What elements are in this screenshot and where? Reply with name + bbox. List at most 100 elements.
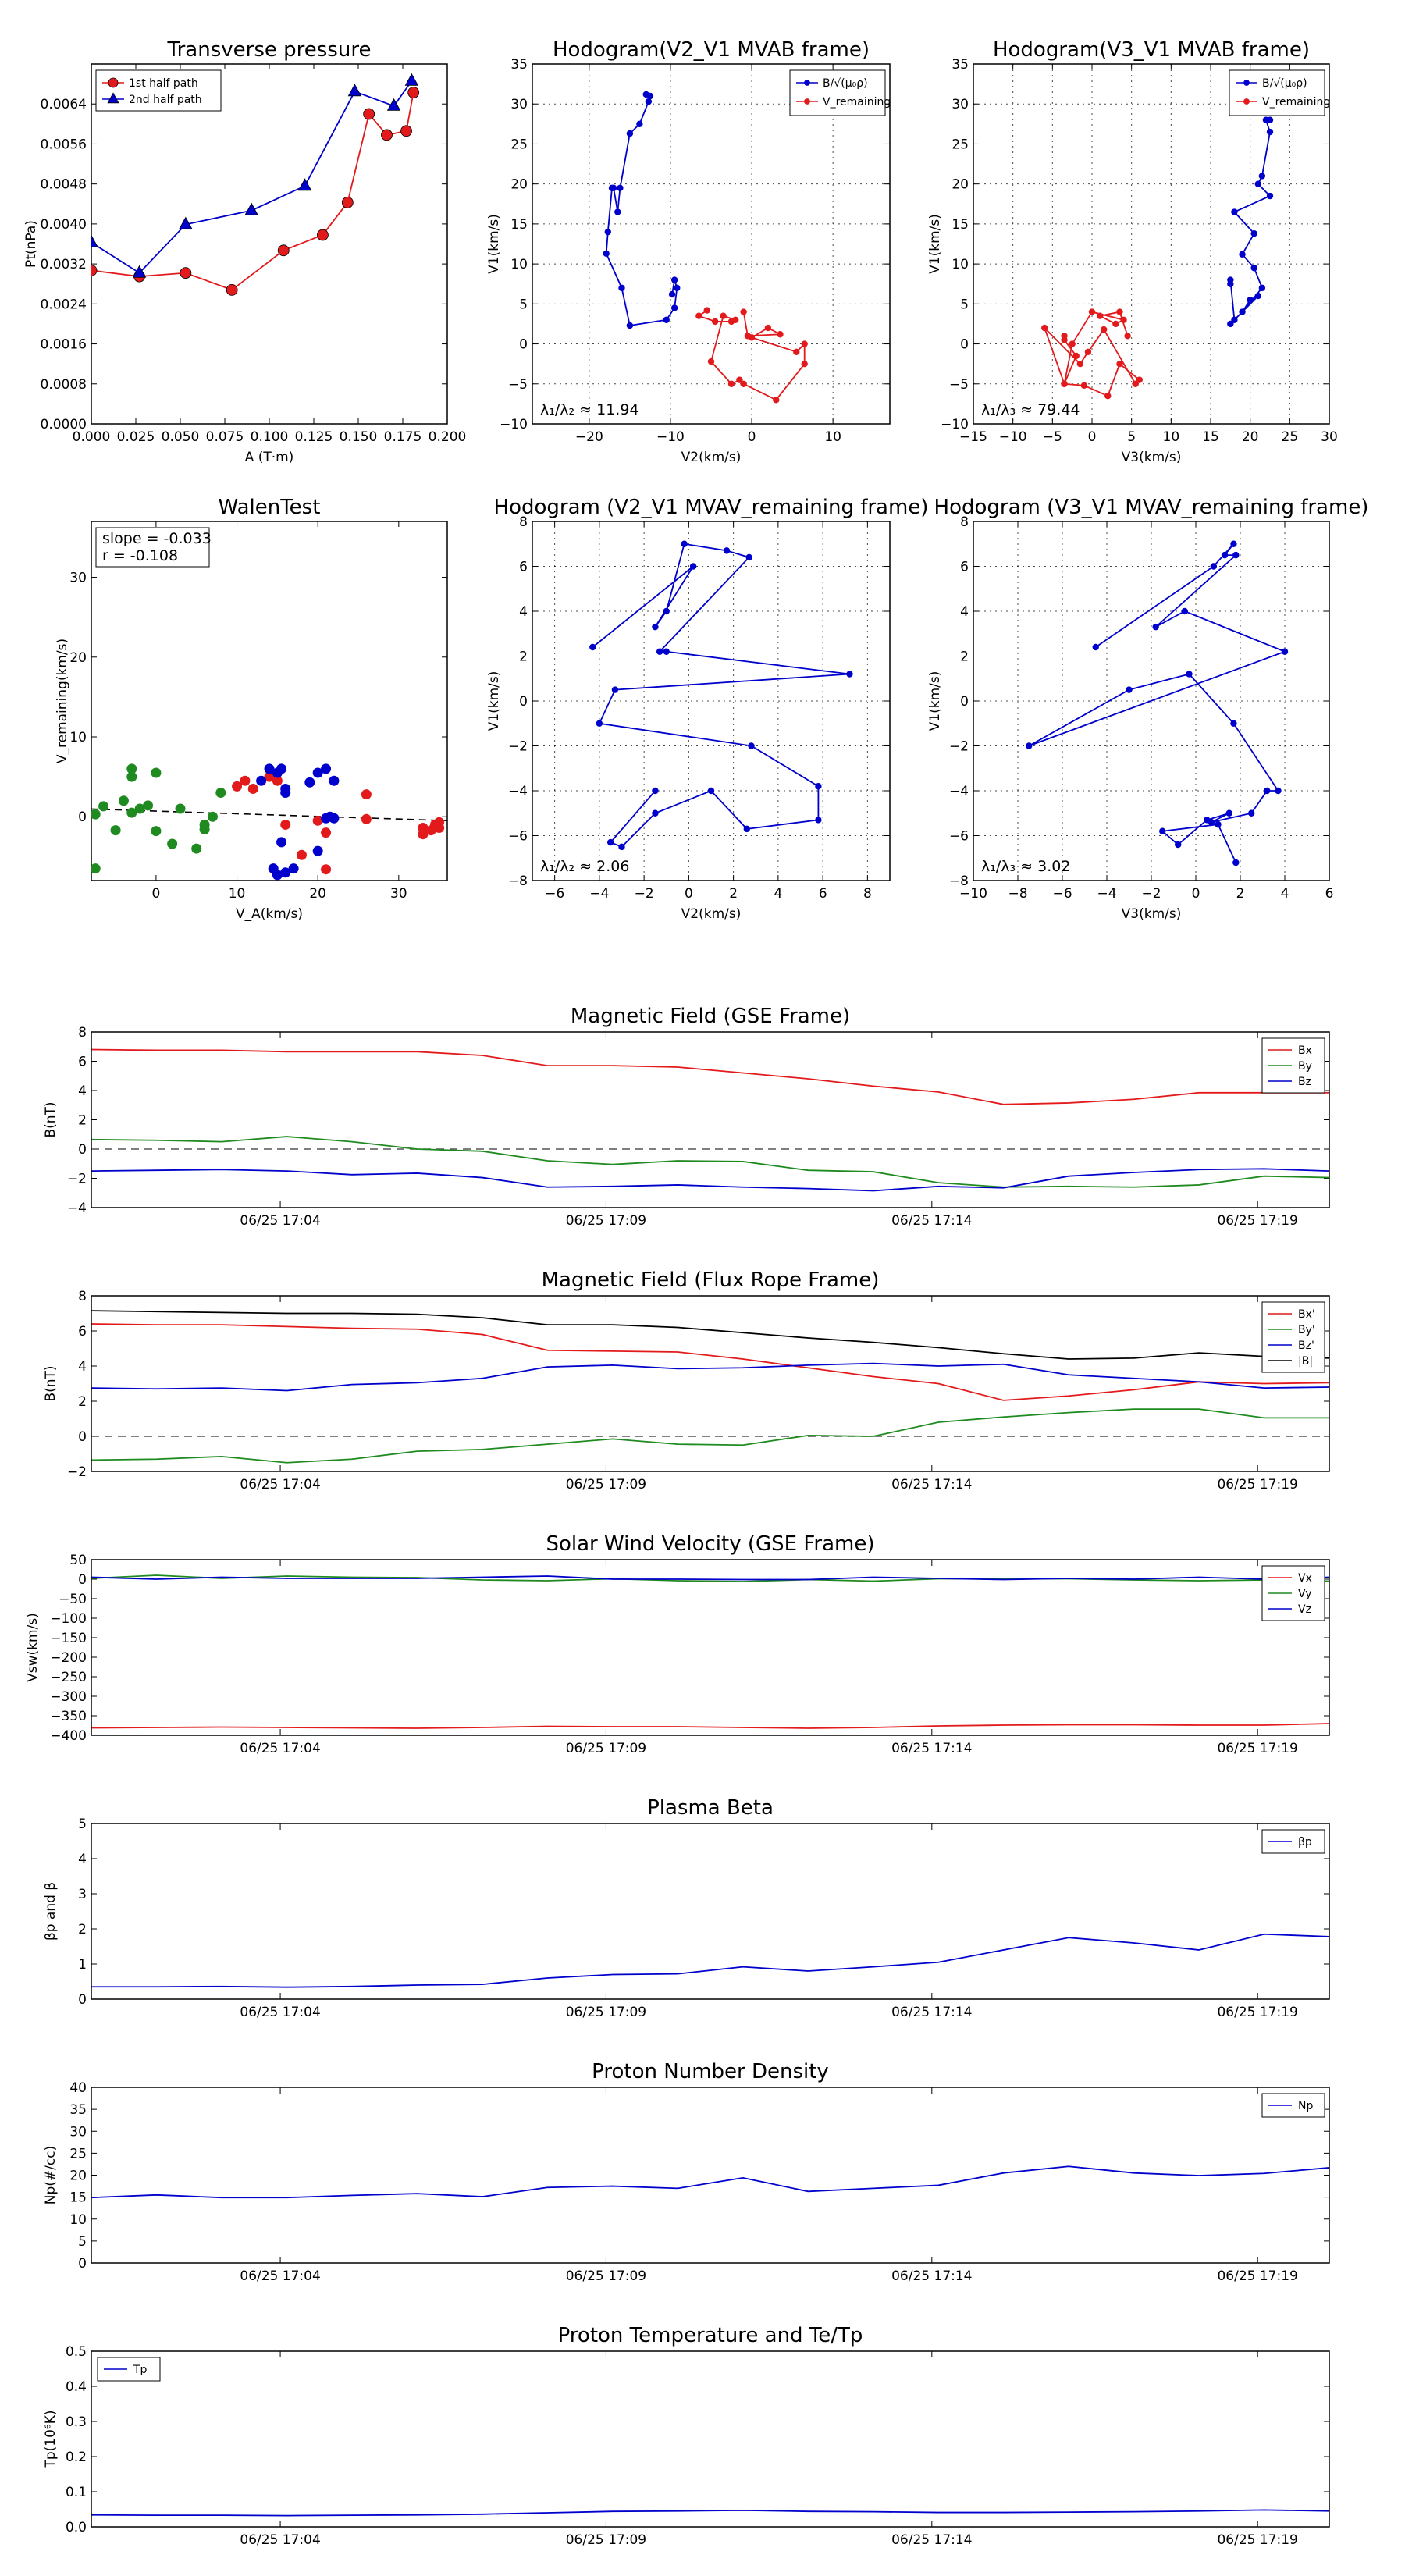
y-tick-label: 6 <box>78 1324 87 1340</box>
y-tick-label: 8 <box>960 514 969 530</box>
axes-frame <box>973 521 1330 881</box>
x-axis-label: V2(km/s) <box>681 906 742 922</box>
axes-frame <box>532 521 891 881</box>
plot-layer <box>1040 116 1274 400</box>
y-tick-label: 25 <box>69 2146 87 2161</box>
x-tick-label: 0.025 <box>117 429 155 445</box>
scatter-point-green <box>126 807 137 818</box>
data-point <box>1084 348 1092 355</box>
data-point <box>652 623 659 631</box>
time-tick-label: 06/25 17:14 <box>891 2005 972 2020</box>
legend-box <box>789 69 886 116</box>
legend-box <box>1261 1301 1325 1373</box>
data-point <box>777 331 784 338</box>
time-tick-label: 06/25 17:04 <box>240 2005 320 2020</box>
scatter-point-red <box>361 789 372 800</box>
data-point <box>1061 380 1068 387</box>
x-tick-label: 30 <box>390 886 407 902</box>
time-tick-label: 06/25 17:04 <box>240 1477 320 1493</box>
x-tick-label: 10 <box>229 886 246 902</box>
panel-title: Hodogram(V3_V1 MVAB frame) <box>993 38 1310 62</box>
x-tick-label: 20 <box>1242 429 1259 445</box>
data-point <box>1248 809 1255 817</box>
data-point <box>1096 312 1104 319</box>
scatter-point-green <box>175 803 186 814</box>
y-tick-label: 0.0000 <box>41 417 87 432</box>
axes-frame <box>973 63 1330 425</box>
plot-layer <box>91 1048 1329 1192</box>
legend-label: 1st half path <box>129 77 198 90</box>
y-tick-label: −10 <box>500 417 528 432</box>
plasma-beta: 06/25 17:04 06/25 17:09 06/25 17:14 06/25 1… <box>43 1796 1330 2020</box>
plot-layer <box>91 1310 1329 1464</box>
x-tick-label: 0 <box>151 886 160 902</box>
panel-title: Hodogram (V3_V1 MVAV_remaining frame) <box>934 496 1369 519</box>
hodogram-v2v1-mvab: −20 −10 0 10 −10 −5 0 5 10 15 20 25 30 35 Hodogram(V2_… <box>486 38 891 465</box>
data-point <box>1262 116 1270 123</box>
data-point <box>1227 320 1234 328</box>
time-tick-label: 06/25 17:09 <box>566 1741 646 1756</box>
data-point <box>1258 284 1266 292</box>
y-tick-label: 5 <box>78 2234 87 2250</box>
y-tick-label: 0.0016 <box>41 337 87 353</box>
panel-title: Solar Wind Velocity (GSE Frame) <box>546 1532 874 1556</box>
y-tick-label: −100 <box>50 1611 87 1627</box>
scatter-point-green <box>118 795 129 806</box>
y-tick-label: −400 <box>50 1728 87 1744</box>
scatter-point-blue <box>256 775 267 786</box>
data-point <box>663 607 670 615</box>
panel-title: Hodogram(V2_V1 MVAB frame) <box>553 38 870 62</box>
y-tick-label: 0 <box>78 1992 87 2008</box>
y-tick-label: 0.0032 <box>41 257 87 272</box>
data-point <box>720 312 727 319</box>
plot-layer <box>91 1574 1329 1729</box>
data-point <box>1266 192 1274 200</box>
data-point <box>1069 340 1076 347</box>
scatter-point-green <box>91 863 101 874</box>
x-tick-label: −4 <box>1097 886 1116 902</box>
data-point <box>1230 720 1237 727</box>
scatter-point-red <box>321 864 332 875</box>
axes-frame <box>91 1559 1330 1736</box>
x-tick-label: 0.175 <box>384 429 422 445</box>
y-tick-label: −4 <box>508 784 528 799</box>
legend-label: Bz' <box>1298 1340 1314 1352</box>
data-point <box>1092 643 1099 651</box>
legend-label: βp <box>1298 1836 1312 1848</box>
y-axis-label: βp and β <box>43 1882 59 1941</box>
data-point <box>646 92 654 100</box>
scatter-point-green <box>143 800 154 811</box>
y-tick-label: −4 <box>949 784 969 799</box>
legend-label: Vz <box>1298 1603 1311 1616</box>
x-tick-label: −8 <box>1008 886 1027 902</box>
legend-label: B/√(μ₀ρ) <box>823 77 868 90</box>
series-line-Np <box>91 2165 1329 2199</box>
data-point <box>617 184 624 191</box>
y-tick-label: 30 <box>510 97 528 112</box>
y-tick-label: 2 <box>78 1922 87 1937</box>
scatter-point-red <box>232 781 243 792</box>
axes-frame <box>91 1295 1330 1472</box>
series-line-Bz' <box>91 1362 1329 1392</box>
y-tick-label: −2 <box>949 739 969 755</box>
x-tick-label: 20 <box>309 886 326 902</box>
time-tick-label: 06/25 17:04 <box>240 2532 320 2548</box>
slope-label: slope = -0.033 <box>102 530 212 547</box>
x-tick-label: 25 <box>1282 429 1299 445</box>
y-tick-label: 4 <box>78 1359 87 1375</box>
scatter-point-blue <box>321 763 332 774</box>
panel-title: WalenTest <box>219 496 321 519</box>
plot-area <box>91 1560 1329 1735</box>
panel-title: Proton Number Density <box>592 2060 829 2083</box>
data-point <box>764 324 772 332</box>
y-tick-label: 20 <box>510 177 528 193</box>
time-tick-label: 06/25 17:09 <box>566 1213 646 1229</box>
proton-temperature: 06/25 17:04 06/25 17:09 06/25 17:14 06/25 1… <box>43 2324 1330 2548</box>
data-point <box>846 671 853 678</box>
data-point <box>611 686 619 693</box>
x-tick-label: −2 <box>1141 886 1161 902</box>
data-point <box>793 348 800 355</box>
axes-frame <box>91 1823 1330 2000</box>
y-tick-label: 30 <box>69 571 87 586</box>
series-line-Bz <box>91 1168 1329 1192</box>
